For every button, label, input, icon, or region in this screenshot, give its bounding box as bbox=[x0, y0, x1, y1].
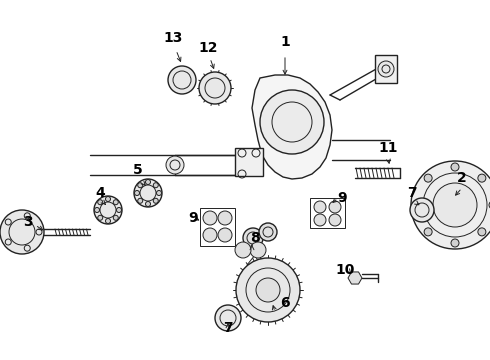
Circle shape bbox=[243, 228, 263, 248]
Bar bbox=[310, 198, 345, 228]
Circle shape bbox=[166, 156, 184, 174]
Text: 12: 12 bbox=[198, 41, 218, 55]
Circle shape bbox=[95, 207, 99, 212]
Circle shape bbox=[203, 228, 217, 242]
Circle shape bbox=[478, 174, 486, 182]
Circle shape bbox=[138, 183, 143, 188]
Circle shape bbox=[134, 179, 162, 207]
Text: 9: 9 bbox=[337, 191, 347, 205]
Circle shape bbox=[94, 196, 122, 224]
Circle shape bbox=[113, 215, 118, 220]
Circle shape bbox=[314, 214, 326, 226]
Circle shape bbox=[256, 278, 280, 302]
Circle shape bbox=[451, 239, 459, 247]
Bar bbox=[375, 55, 397, 83]
Circle shape bbox=[314, 201, 326, 213]
Text: 5: 5 bbox=[133, 163, 143, 177]
Circle shape bbox=[235, 242, 251, 258]
Circle shape bbox=[236, 258, 300, 322]
Text: 9: 9 bbox=[188, 211, 198, 225]
Circle shape bbox=[134, 190, 140, 195]
Circle shape bbox=[105, 219, 111, 224]
Circle shape bbox=[424, 174, 432, 182]
Circle shape bbox=[199, 72, 231, 104]
Circle shape bbox=[218, 211, 232, 225]
Circle shape bbox=[433, 183, 477, 227]
Text: 4: 4 bbox=[95, 186, 105, 200]
Text: 10: 10 bbox=[335, 263, 355, 277]
Circle shape bbox=[411, 161, 490, 249]
Text: 2: 2 bbox=[457, 171, 467, 185]
Circle shape bbox=[168, 66, 196, 94]
Circle shape bbox=[478, 228, 486, 236]
Circle shape bbox=[156, 190, 162, 195]
Circle shape bbox=[260, 90, 324, 154]
Polygon shape bbox=[252, 75, 332, 179]
Text: 11: 11 bbox=[378, 141, 398, 155]
Circle shape bbox=[203, 211, 217, 225]
Text: 6: 6 bbox=[280, 296, 290, 310]
Text: 13: 13 bbox=[163, 31, 183, 45]
Text: 7: 7 bbox=[223, 321, 233, 335]
Polygon shape bbox=[348, 272, 362, 284]
Text: 1: 1 bbox=[280, 35, 290, 49]
Circle shape bbox=[259, 223, 277, 241]
Text: 8: 8 bbox=[250, 231, 260, 245]
Circle shape bbox=[146, 180, 150, 184]
Circle shape bbox=[489, 201, 490, 209]
Circle shape bbox=[138, 198, 143, 203]
Circle shape bbox=[424, 228, 432, 236]
Circle shape bbox=[0, 210, 44, 254]
Circle shape bbox=[98, 200, 103, 205]
Circle shape bbox=[329, 214, 341, 226]
Circle shape bbox=[378, 61, 394, 77]
Circle shape bbox=[413, 201, 421, 209]
Circle shape bbox=[146, 202, 150, 207]
Bar bbox=[200, 208, 235, 246]
Circle shape bbox=[329, 201, 341, 213]
Circle shape bbox=[215, 305, 241, 331]
Text: 7: 7 bbox=[407, 186, 417, 200]
Circle shape bbox=[117, 207, 122, 212]
Circle shape bbox=[218, 228, 232, 242]
Circle shape bbox=[105, 197, 111, 202]
Circle shape bbox=[153, 198, 158, 203]
Circle shape bbox=[451, 163, 459, 171]
Text: 3: 3 bbox=[23, 215, 33, 229]
Circle shape bbox=[113, 200, 118, 205]
Circle shape bbox=[98, 215, 103, 220]
Bar bbox=[235, 148, 263, 176]
Circle shape bbox=[153, 183, 158, 188]
Circle shape bbox=[410, 198, 434, 222]
Circle shape bbox=[250, 242, 266, 258]
